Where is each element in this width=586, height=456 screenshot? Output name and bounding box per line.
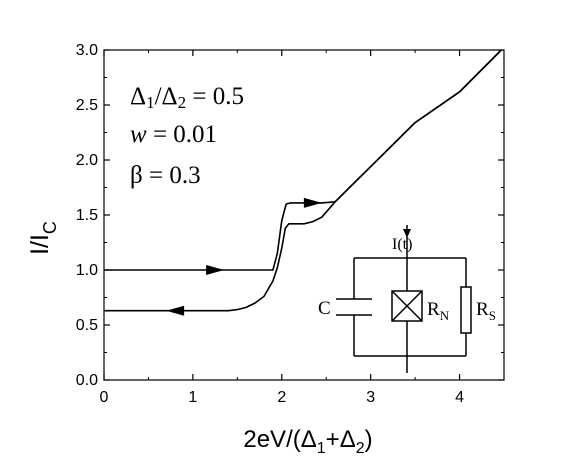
current-label: I(t) bbox=[392, 236, 412, 253]
resistor-body bbox=[460, 286, 472, 334]
direction-arrow-right bbox=[206, 265, 225, 275]
y-tick-label: 1.0 bbox=[76, 262, 98, 279]
current-arrow bbox=[403, 229, 411, 238]
direction-arrow-right bbox=[303, 197, 322, 208]
annotation-delta-ratio: Δ1/Δ2 = 0.5 bbox=[130, 83, 244, 112]
direction-arrow-left bbox=[166, 305, 185, 316]
junction-cross-2 bbox=[391, 290, 423, 322]
junction-resistance-label: RN bbox=[427, 299, 450, 323]
y-tick-label: 3.0 bbox=[76, 42, 98, 59]
curves bbox=[104, 49, 502, 312]
circuit-diagram bbox=[336, 225, 472, 373]
x-tick-label: 1 bbox=[188, 389, 197, 406]
y-tick-label: 1.5 bbox=[76, 207, 98, 224]
y-axis-label: I/IC bbox=[26, 221, 60, 255]
x-tick-label: 3 bbox=[366, 389, 375, 406]
x-axis-ticks: 0 1 2 3 4 bbox=[100, 50, 464, 406]
shunt-resistance-label: RS bbox=[476, 299, 496, 323]
annotation-w: w = 0.01 bbox=[130, 121, 217, 148]
x-tick-label: 4 bbox=[455, 389, 464, 406]
annotation-beta: β = 0.3 bbox=[130, 162, 201, 189]
x-tick-label: 2 bbox=[277, 389, 286, 406]
y-tick-label: 0.0 bbox=[76, 372, 98, 389]
y-tick-label: 2.0 bbox=[76, 152, 98, 169]
y-axis-ticks: 0.0 0.5 1.0 1.5 2.0 2.5 3.0 bbox=[76, 42, 504, 389]
capacitor-label: C bbox=[318, 298, 331, 319]
x-tick-label: 0 bbox=[100, 389, 109, 406]
y-tick-label: 0.5 bbox=[76, 317, 98, 334]
iv-curve-sweep-down bbox=[104, 49, 502, 312]
curve-arrows bbox=[166, 197, 322, 316]
y-tick-label: 2.5 bbox=[76, 97, 98, 114]
x-axis-label: 2eV/(Δ1+Δ2) bbox=[243, 426, 372, 456]
